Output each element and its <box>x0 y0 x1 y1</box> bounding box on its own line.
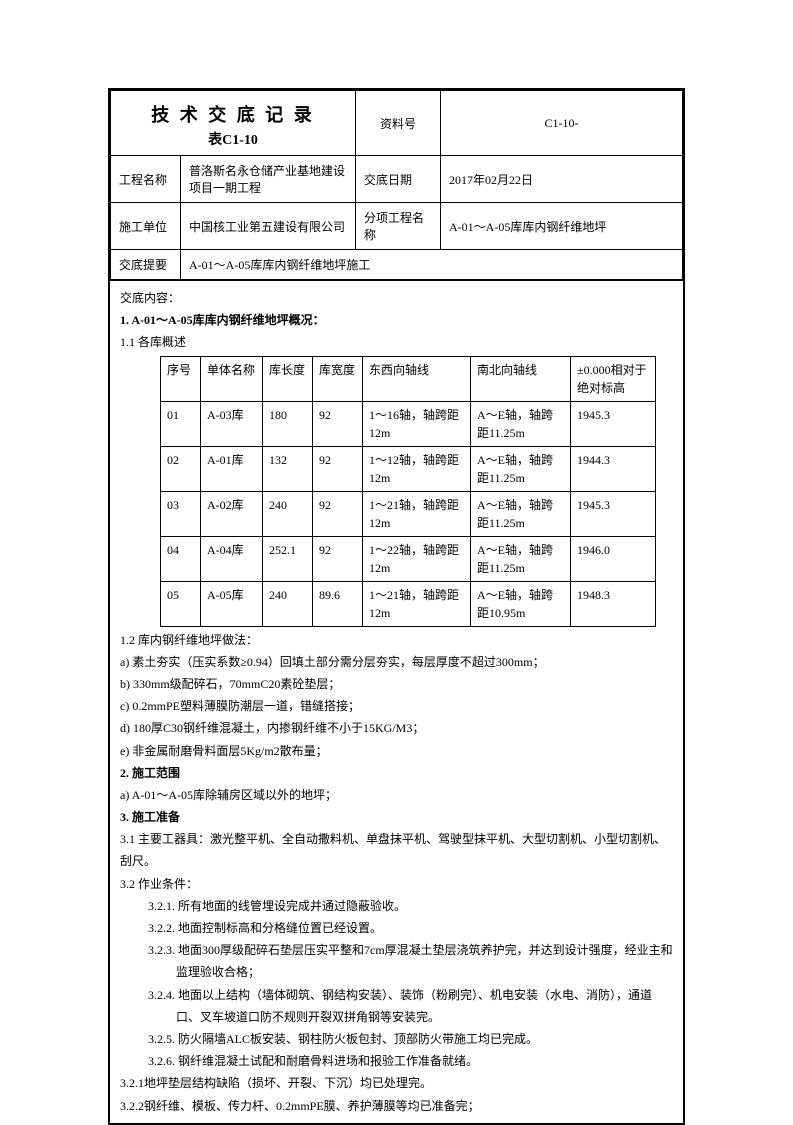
item3-2: 3.2 作业条件： <box>120 873 673 895</box>
item3-2-1: 3.2.1. 所有地面的线管埋设完成并通过隐蔽验收。 <box>120 895 673 917</box>
item3-2-4: 3.2.4. 地面以上结构（墙体砌筑、钢结构安装）、装饰（粉刷完）、机电安装（水… <box>120 984 673 1028</box>
item2-a: a) A-01～A-05库除辅房区域以外的地坪； <box>120 784 673 806</box>
project-name-value: 普洛斯名永仓储产业基地建设项目一期工程 <box>181 156 356 203</box>
table-row: 02 A-01库 132 92 1～12轴，轴跨距12m A～E轴，轴跨距11.… <box>161 446 656 491</box>
item-c: c) 0.2mmPE塑料薄膜防潮层一道，错缝搭接； <box>120 695 673 717</box>
table-row: 04 A-04库 252.1 92 1～22轴，轴跨距12m A～E轴，轴跨距1… <box>161 536 656 581</box>
section2-title: 2. 施工范围 <box>120 762 673 784</box>
cell: 1～12轴，轴跨距12m <box>363 446 471 491</box>
item3-2-5: 3.2.5. 防火隔墙ALC板安装、钢柱防火板包封、顶部防火带施工均已完成。 <box>120 1028 673 1050</box>
cell: 1～22轴，轴跨距12m <box>363 536 471 581</box>
subproject-value: A-01～A-05库库内钢纤维地坪 <box>441 203 683 250</box>
item3-2-6: 3.2.6. 钢纤维混凝土试配和耐磨骨料进场和报验工作准备就绪。 <box>120 1050 673 1072</box>
table-row: 03 A-02库 240 92 1～21轴，轴跨距12m A～E轴，轴跨距11.… <box>161 491 656 536</box>
item3-2-2b: 3.2.2钢纤维、模板、传力杆、0.2mmPE膜、养护薄膜等均已准备完； <box>120 1095 673 1117</box>
cell: 92 <box>313 536 363 581</box>
construction-unit-label: 施工单位 <box>111 203 181 250</box>
jiaodi-date-label: 交底日期 <box>356 156 441 203</box>
cell: 1945.3 <box>571 401 656 446</box>
item3-2-3: 3.2.3. 地面300厚级配碎石垫层压实平整和7cm厚混凝土垫层浇筑养护完，并… <box>120 939 673 983</box>
cell: 05 <box>161 581 201 626</box>
section3-title: 3. 施工准备 <box>120 806 673 828</box>
th-elev: ±0.000相对于绝对标高 <box>571 356 656 401</box>
cell: 1～21轴，轴跨距12m <box>363 491 471 536</box>
document-frame: 技 术 交 底 记 录 表C1-10 资料号 C1-10- 工程名称 普洛斯名永… <box>108 88 685 1125</box>
cell: 1～21轴，轴跨距12m <box>363 581 471 626</box>
cell: 240 <box>263 581 313 626</box>
th-length: 库长度 <box>263 356 313 401</box>
cell: 240 <box>263 491 313 536</box>
project-name-label: 工程名称 <box>111 156 181 203</box>
ziliao-label: 资料号 <box>356 91 441 156</box>
cell: 252.1 <box>263 536 313 581</box>
content-area: 交底内容： 1. A-01～A-05库库内钢纤维地坪概况： 1.1 各库概述 序… <box>110 280 683 1123</box>
item3-2-2: 3.2.2. 地面控制标高和分格缝位置已经设置。 <box>120 917 673 939</box>
th-seq: 序号 <box>161 356 201 401</box>
table-row: 01 A-03库 180 92 1～16轴，轴跨距12m A～E轴，轴跨距11.… <box>161 401 656 446</box>
cell: A～E轴，轴跨距11.25m <box>471 536 571 581</box>
cell: 1945.3 <box>571 491 656 536</box>
cell: A-04库 <box>201 536 263 581</box>
item-a: a) 素土夯实（压实系数≥0.94）回填土部分需分层夯实，每层厚度不超过300m… <box>120 651 673 673</box>
section1-1: 1.1 各库概述 <box>120 331 673 353</box>
th-ns: 南北向轴线 <box>471 356 571 401</box>
section1-title: 1. A-01～A-05库库内钢纤维地坪概况： <box>120 309 673 331</box>
title-cell: 技 术 交 底 记 录 表C1-10 <box>111 91 356 156</box>
item3-1: 3.1 主要工器具：激光整平机、全自动撒料机、单盘抹平机、驾驶型抹平机、大型切割… <box>120 828 673 872</box>
subproject-label: 分项工程名称 <box>356 203 441 250</box>
cell: 89.6 <box>313 581 363 626</box>
cell: 04 <box>161 536 201 581</box>
cell: A～E轴，轴跨距10.95m <box>471 581 571 626</box>
cell: A～E轴，轴跨距11.25m <box>471 491 571 536</box>
construction-unit-value: 中国核工业第五建设有限公司 <box>181 203 356 250</box>
th-ew: 东西向轴线 <box>363 356 471 401</box>
cell: 92 <box>313 491 363 536</box>
cell: A-03库 <box>201 401 263 446</box>
cell: 01 <box>161 401 201 446</box>
content-label: 交底内容： <box>120 287 673 309</box>
summary-value: A-01～A-05库库内钢纤维地坪施工 <box>181 250 683 280</box>
item3-2-1b: 3.2.1地坪垫层结构缺陷（损坏、开裂、下沉）均已处理完。 <box>120 1072 673 1094</box>
cell: A-05库 <box>201 581 263 626</box>
cell: A-01库 <box>201 446 263 491</box>
cell: A～E轴，轴跨距11.25m <box>471 401 571 446</box>
table-header-row: 序号 单体名称 库长度 库宽度 东西向轴线 南北向轴线 ±0.000相对于绝对标… <box>161 356 656 401</box>
table-row: 05 A-05库 240 89.6 1～21轴，轴跨距12m A～E轴，轴跨距1… <box>161 581 656 626</box>
cell: 1944.3 <box>571 446 656 491</box>
jiaodi-date-value: 2017年02月22日 <box>441 156 683 203</box>
th-name: 单体名称 <box>201 356 263 401</box>
ziliao-value: C1-10- <box>441 91 683 156</box>
cell: 02 <box>161 446 201 491</box>
th-width: 库宽度 <box>313 356 363 401</box>
warehouse-table: 序号 单体名称 库长度 库宽度 东西向轴线 南北向轴线 ±0.000相对于绝对标… <box>160 356 656 627</box>
cell: 92 <box>313 401 363 446</box>
cell: 1946.0 <box>571 536 656 581</box>
cell: 1948.3 <box>571 581 656 626</box>
item-d: d) 180厚C30钢纤维混凝土，内掺钢纤维不小于15KG/M3； <box>120 717 673 739</box>
title-main: 技 术 交 底 记 录 <box>119 101 347 127</box>
cell: 180 <box>263 401 313 446</box>
cell: 92 <box>313 446 363 491</box>
section1-2: 1.2 库内钢纤维地坪做法： <box>120 629 673 651</box>
cell: 132 <box>263 446 313 491</box>
item-e: e) 非金属耐磨骨料面层5Kg/m2散布量； <box>120 740 673 762</box>
cell: A～E轴，轴跨距11.25m <box>471 446 571 491</box>
header-table: 技 术 交 底 记 录 表C1-10 资料号 C1-10- 工程名称 普洛斯名永… <box>110 90 683 280</box>
summary-label: 交底提要 <box>111 250 181 280</box>
cell: 03 <box>161 491 201 536</box>
cell: 1～16轴，轴跨距12m <box>363 401 471 446</box>
title-sub: 表C1-10 <box>119 129 347 149</box>
cell: A-02库 <box>201 491 263 536</box>
item-b: b) 330mm级配碎石，70mmC20素砼垫层； <box>120 673 673 695</box>
